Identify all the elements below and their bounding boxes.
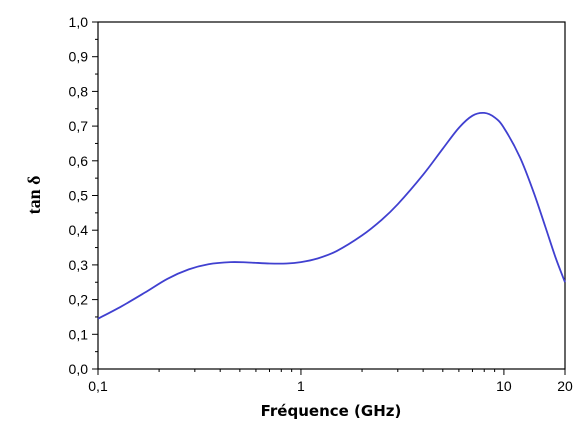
x-tick-label: 10 [496,378,512,394]
x-tick-label: 0,1 [88,378,108,394]
y-tick-label: 0,4 [69,222,89,238]
y-tick-label: 1,0 [69,14,89,30]
y-tick-label: 0,6 [69,153,89,169]
x-axis-ticks: 0,1 1 10 20 [88,369,573,394]
y-tick-label: 0,3 [69,257,89,273]
y-tick-label: 0,7 [69,118,89,134]
plot-frame [97,21,566,370]
x-tick-label: 1 [297,378,305,394]
y-tick-label: 0,9 [69,49,89,65]
y-axis-ticks: 0,0 0,1 0,2 0,3 0,4 0,5 0,6 0,7 0,8 0,9 1,0 [69,14,98,377]
y-tick-label: 0,2 [69,292,89,308]
x-tick-label: 20 [557,378,573,394]
y-tick-label: 0,1 [69,326,89,342]
x-axis-label: Fréquence (GHz) [261,402,402,420]
y-tick-label: 0,5 [69,188,89,204]
series-line [97,111,566,320]
y-tick-label: 0,0 [69,361,89,377]
y-tick-label: 0,8 [69,83,89,99]
y-axis-label: tan δ [24,176,44,215]
